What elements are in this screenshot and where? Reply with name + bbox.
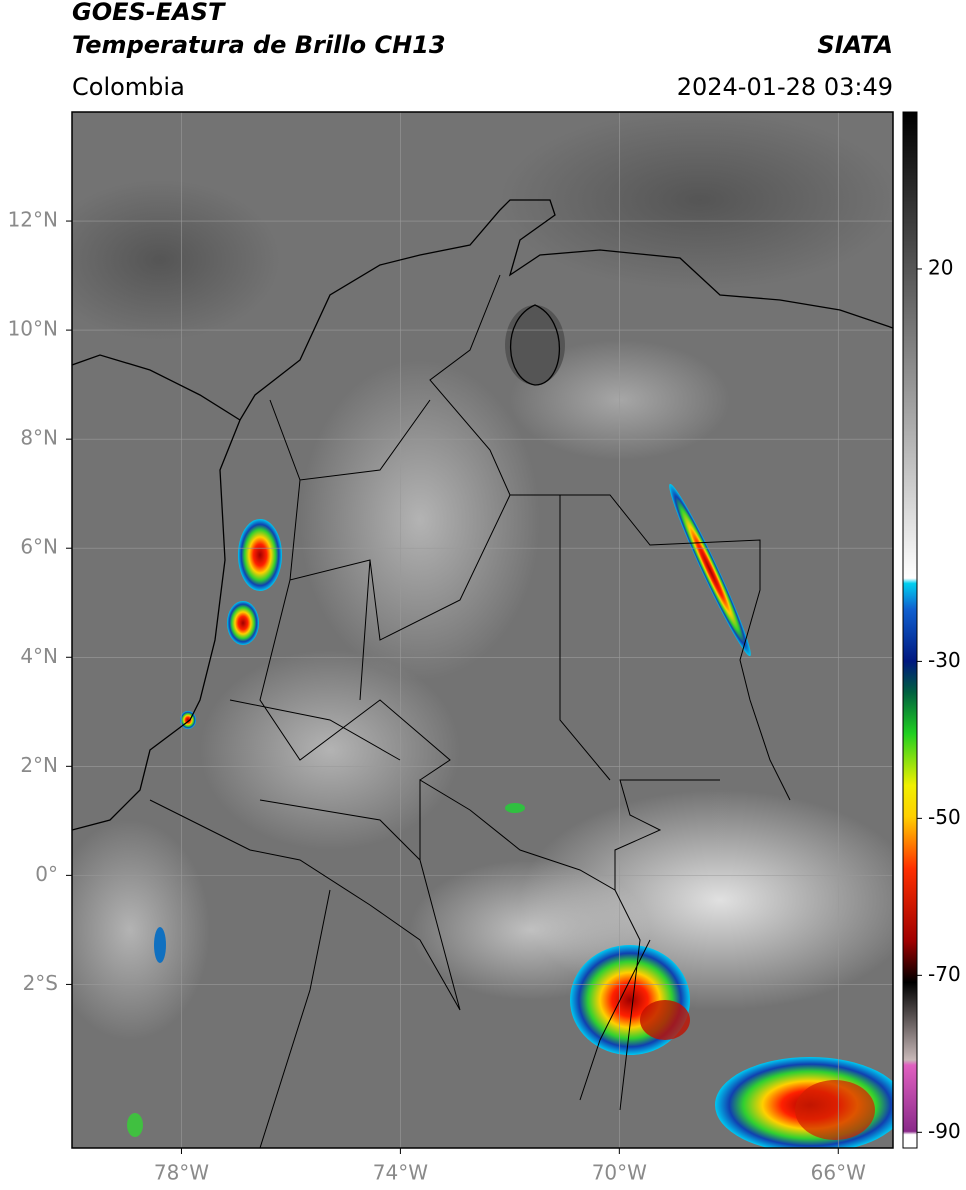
- x-tick-label: 78°W: [154, 1161, 209, 1185]
- region: Colombia: [72, 73, 185, 101]
- storm: [795, 1080, 875, 1140]
- subtitle: Temperatura de Brillo CH13: [72, 31, 446, 59]
- title: GOES-EAST: [72, 0, 226, 26]
- y-tick-label: 8°N: [20, 426, 58, 450]
- storm: [154, 927, 166, 963]
- colorbar-tick-label: -90: [928, 1119, 961, 1143]
- x-tick-label: 66°W: [811, 1161, 866, 1185]
- department-borders: [229, 399, 511, 861]
- cloud: [72, 820, 210, 1040]
- country-border: [149, 274, 791, 1011]
- y-tick-label: 0°: [35, 862, 58, 886]
- storm: [127, 1113, 143, 1137]
- cloud: [510, 340, 730, 460]
- storm: [505, 803, 525, 813]
- dark-area: [500, 112, 893, 290]
- storm: [669, 483, 751, 657]
- x-tick-label: 70°W: [592, 1161, 647, 1185]
- labels: 78°W 74°W 70°W 66°W 12°N 10°N 8°N 6°N 4°N 2°N 0° 2°…: [8, 208, 961, 1185]
- y-tick-label: 6°N: [20, 535, 58, 559]
- storm: [227, 601, 259, 645]
- cloud: [300, 360, 540, 680]
- cloud: [200, 650, 460, 850]
- y-tick-label: 12°N: [8, 208, 58, 232]
- storm: [640, 1000, 690, 1040]
- source: SIATA: [817, 31, 893, 59]
- colorbar-tick-label: 20: [928, 255, 953, 279]
- grid: [72, 112, 893, 1148]
- y-tick-label: 2°S: [23, 971, 58, 995]
- map-frame: [71, 111, 894, 1149]
- x-tick-label: 74°W: [373, 1161, 428, 1185]
- coastline: [72, 419, 241, 831]
- storm: [238, 519, 282, 591]
- country-border: [259, 495, 651, 1148]
- colorbar: [902, 111, 918, 1149]
- datetime: 2024-01-28 03:49: [677, 73, 893, 101]
- satellite-image: [72, 112, 893, 1148]
- colorbar-tick-label: -30: [928, 648, 961, 672]
- lake: [505, 305, 565, 385]
- y-tick-label: 4°N: [20, 644, 58, 668]
- lake-shore: [509, 304, 561, 386]
- dark-area: [72, 180, 280, 340]
- colorbar-tick-label: -50: [928, 805, 961, 829]
- y-tick-label: 10°N: [8, 317, 58, 341]
- colorbar-tick-label: -70: [928, 962, 961, 986]
- coastline: [72, 199, 893, 421]
- y-tick-label: 2°N: [20, 753, 58, 777]
